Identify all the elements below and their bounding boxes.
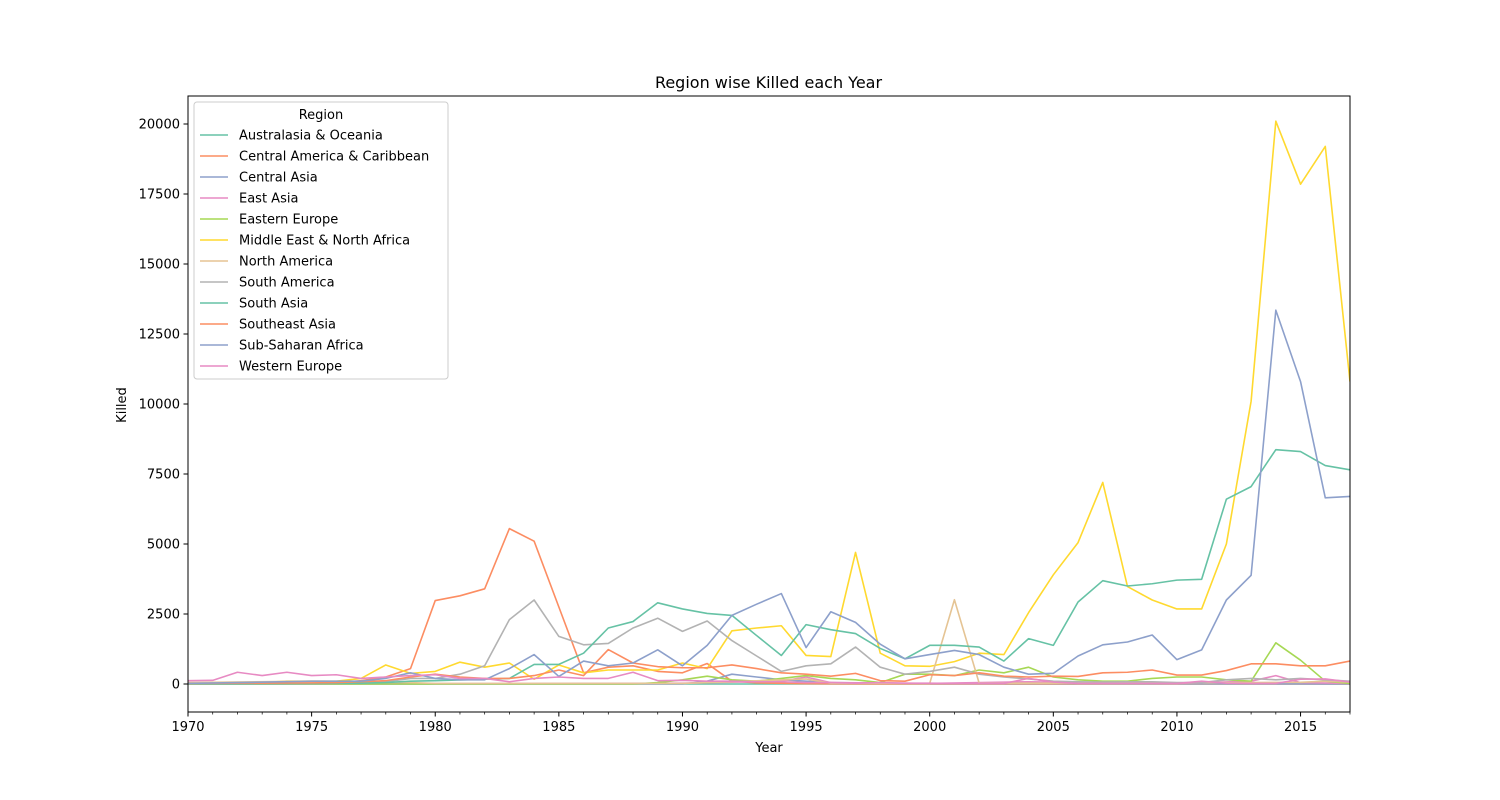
x-tick-label: 1975 xyxy=(295,720,328,735)
y-axis-title: Killed xyxy=(115,387,130,423)
legend-title: Region xyxy=(299,108,344,123)
y-axis: 0 2500 5000 7500 10000 12500 15000 17500 20000 xyxy=(139,118,188,693)
x-tick-label: 2015 xyxy=(1284,720,1317,735)
legend-label: Sub-Saharan Africa xyxy=(239,339,364,354)
y-tick-label: 5000 xyxy=(147,538,180,553)
legend-label: Eastern Europe xyxy=(239,213,338,228)
x-tick-label: 1990 xyxy=(666,720,699,735)
legend: Region Australasia & Oceania Central Amer… xyxy=(193,101,449,380)
x-tick-label: 2010 xyxy=(1160,720,1193,735)
series-line-7 xyxy=(188,599,1350,685)
series-line-9 xyxy=(188,648,1350,685)
chart-title: Region wise Killed each Year xyxy=(655,73,883,92)
y-tick-label: 17500 xyxy=(139,188,180,203)
y-tick-label: 12500 xyxy=(139,328,180,343)
legend-label: South Asia xyxy=(239,297,308,312)
series-line-11 xyxy=(188,671,1350,685)
x-tick-label: 1995 xyxy=(790,720,823,735)
series-line-1 xyxy=(188,527,1350,685)
legend-label: South America xyxy=(239,276,335,291)
x-tick-label: 2005 xyxy=(1037,720,1070,735)
y-tick-label: 2500 xyxy=(147,608,180,623)
y-tick-label: 10000 xyxy=(139,398,180,413)
x-axis: 1970 1975 1980 1985 1990 1995 2000 2005 2010 2015 xyxy=(171,712,1351,735)
y-tick-label: 15000 xyxy=(139,258,180,273)
legend-label: East Asia xyxy=(239,192,298,207)
x-axis-title: Year xyxy=(754,741,783,756)
series-line-8 xyxy=(188,448,1350,685)
legend-label: Southeast Asia xyxy=(239,318,336,333)
series-line-10 xyxy=(188,309,1350,685)
legend-label: Western Europe xyxy=(239,360,342,375)
x-tick-label: 1980 xyxy=(419,720,452,735)
legend-label: North America xyxy=(239,255,333,270)
legend-label: Australasia & Oceania xyxy=(239,129,383,144)
x-tick-label: 2000 xyxy=(913,720,946,735)
legend-label: Central America & Caribbean xyxy=(239,150,429,165)
y-tick-label: 0 xyxy=(172,678,180,693)
legend-box xyxy=(193,101,449,380)
legend-label: Central Asia xyxy=(239,171,318,186)
legend-label: Middle East & North Africa xyxy=(239,234,410,249)
y-tick-label: 7500 xyxy=(147,468,180,483)
series-layer xyxy=(188,120,1350,685)
x-tick-label: 1970 xyxy=(171,720,204,735)
y-tick-label: 20000 xyxy=(139,118,180,133)
x-tick-label: 1985 xyxy=(542,720,575,735)
